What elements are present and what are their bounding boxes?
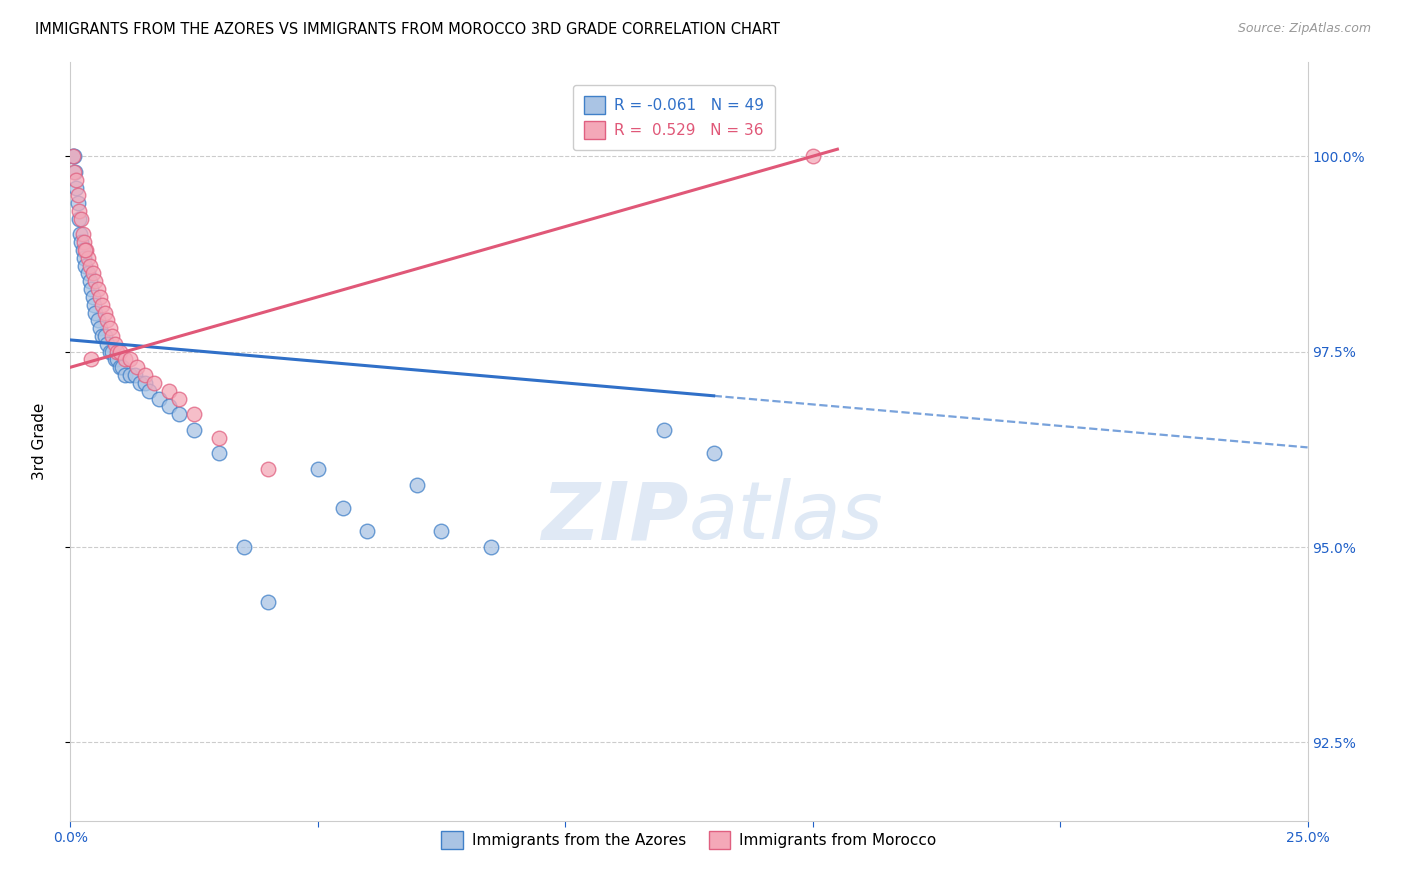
Point [79,259,101,273]
Point [118,352,141,367]
Point [86,313,108,327]
Point [108,360,131,375]
Point [96,313,118,327]
Point [124,368,146,383]
Point [128,376,150,390]
Point [430,524,453,539]
Point [67,211,90,226]
Point [703,446,725,460]
Point [183,407,205,421]
Point [652,423,675,437]
Point [208,431,231,445]
Point [134,376,156,390]
Point [108,344,131,359]
Point [75,243,97,257]
Point [307,462,329,476]
Point [65,165,87,179]
Point [101,344,124,359]
Point [111,360,134,375]
Point [89,290,111,304]
Point [114,368,136,383]
Point [75,259,97,273]
Point [96,336,118,351]
Point [114,352,136,367]
Point [65,172,87,186]
Point [148,392,170,406]
Point [73,235,96,250]
Point [101,329,124,343]
Point [65,180,87,194]
Point [80,282,103,296]
Point [232,540,254,554]
Point [86,282,108,296]
Point [66,188,89,202]
Point [89,321,111,335]
Point [143,376,166,390]
Point [76,267,98,281]
Point [479,540,502,554]
Point [405,477,427,491]
Point [82,290,104,304]
Point [167,407,190,421]
Point [208,446,231,460]
Point [105,352,128,367]
Point [157,400,180,414]
Point [257,595,280,609]
Point [104,352,127,367]
Text: atlas: atlas [689,478,884,557]
Point [80,352,103,367]
Point [94,305,117,319]
Point [75,243,97,257]
Point [104,336,127,351]
Point [63,165,86,179]
Point [138,384,160,398]
Point [91,329,114,343]
Point [62,149,84,163]
Point [70,211,93,226]
Point [67,203,90,218]
Point [127,360,149,375]
Point [356,524,378,539]
Point [801,149,824,163]
Point [98,344,121,359]
Point [82,267,104,281]
Point [84,274,107,288]
Point [157,384,180,398]
Point [94,329,117,343]
Text: IMMIGRANTS FROM THE AZORES VS IMMIGRANTS FROM MOROCCO 3RD GRADE CORRELATION CHAR: IMMIGRANTS FROM THE AZORES VS IMMIGRANTS… [35,22,780,37]
Point [91,298,114,312]
Point [69,227,91,242]
Point [72,227,94,242]
Point [63,149,86,163]
Point [62,149,84,163]
Text: ZIP: ZIP [541,478,689,557]
Point [98,321,121,335]
Point [134,368,156,383]
Point [72,243,94,257]
Point [84,305,107,319]
Point [105,344,128,359]
Point [76,251,98,265]
Point [73,251,96,265]
Point [167,392,190,406]
Point [332,500,354,515]
Point [83,298,105,312]
Point [70,235,93,250]
Point [79,274,101,288]
Point [257,462,280,476]
Point [183,423,205,437]
Legend: Immigrants from the Azores, Immigrants from Morocco: Immigrants from the Azores, Immigrants f… [434,825,943,855]
Y-axis label: 3rd Grade: 3rd Grade [32,403,46,480]
Text: Source: ZipAtlas.com: Source: ZipAtlas.com [1237,22,1371,36]
Point [66,196,89,211]
Point [118,368,141,383]
